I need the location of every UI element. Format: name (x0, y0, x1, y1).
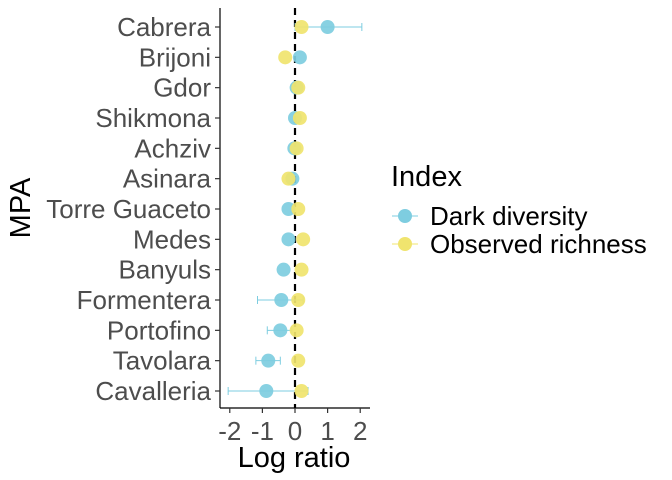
point-observed-richness-cavalleria (294, 384, 309, 398)
point-observed-richness-formentera (291, 293, 306, 307)
x-tick-label-4: 2 (353, 416, 367, 446)
point-observed-richness-tavolara (291, 353, 306, 368)
x-axis-title: Log ratio (238, 442, 351, 474)
legend-title: Index (391, 161, 462, 193)
x-tick-label-0: -2 (218, 416, 241, 446)
point-observed-richness-medes (296, 232, 311, 247)
x-tick-label-1: -1 (251, 416, 274, 446)
legend-key-observed-richness (398, 237, 412, 251)
y-tick-label-cavalleria: Cavalleria (95, 376, 211, 406)
y-tick-label-formentera: Formentera (77, 285, 212, 315)
legend-item-observed-richness: Observed richness (392, 229, 647, 259)
y-tick-label-shikmona: Shikmona (95, 103, 211, 133)
y-tick-label-torre-guaceto: Torre Guaceto (46, 194, 211, 224)
legend-key-dark-diversity (398, 209, 412, 223)
legend-item-dark-diversity: Dark diversity (392, 201, 587, 231)
y-tick-label-medes: Medes (133, 224, 211, 254)
point-dark-diversity-portofino (273, 323, 288, 338)
point-dark-diversity-cabrera (320, 20, 335, 34)
x-tick-label-3: 1 (320, 416, 334, 446)
point-observed-richness-gdor (291, 80, 306, 95)
point-dark-diversity-tavolara (261, 353, 276, 368)
x-tick-label-2: 0 (288, 416, 302, 446)
point-observed-richness-torre-guaceto (291, 202, 306, 216)
y-tick-label-asinara: Asinara (123, 164, 212, 194)
point-dark-diversity-medes (281, 232, 296, 247)
legend: Index Dark diversity Observed richness (391, 161, 647, 259)
x-tick-group: -2 -1 0 1 2 (218, 408, 367, 446)
legend-label-observed-richness: Observed richness (430, 229, 647, 259)
point-observed-richness-asinara (281, 171, 296, 186)
legend-label-dark-diversity: Dark diversity (430, 201, 587, 231)
point-observed-richness-achziv (289, 141, 304, 156)
point-dark-diversity-torre-guaceto (281, 202, 296, 216)
y-tick-label-cabrera: Cabrera (117, 12, 211, 42)
point-dark-diversity-formentera (274, 293, 289, 307)
point-observed-richness-cabrera (294, 20, 309, 34)
y-tick-label-gdor: Gdor (153, 73, 211, 103)
y-tick-label-portofino: Portofino (107, 315, 211, 345)
point-observed-richness-portofino (289, 323, 304, 338)
point-group (259, 20, 335, 398)
point-observed-richness-brijoni (278, 50, 293, 65)
point-observed-richness-banyuls (294, 262, 309, 277)
y-tick-label-banyuls: Banyuls (119, 255, 212, 285)
y-tick-label-tavolara: Tavolara (113, 346, 212, 376)
y-tick-label-brijoni: Brijoni (139, 42, 211, 72)
y-tick-group: CabreraBrijoniGdorShikmonaAchzivAsinaraT… (46, 12, 220, 406)
y-tick-label-achziv: Achziv (134, 133, 211, 163)
point-dark-diversity-brijoni (292, 50, 307, 65)
point-observed-richness-shikmona (292, 111, 307, 125)
point-dark-diversity-banyuls (276, 262, 291, 277)
point-dark-diversity-cavalleria (259, 384, 274, 398)
y-axis-title: MPA (5, 177, 37, 238)
